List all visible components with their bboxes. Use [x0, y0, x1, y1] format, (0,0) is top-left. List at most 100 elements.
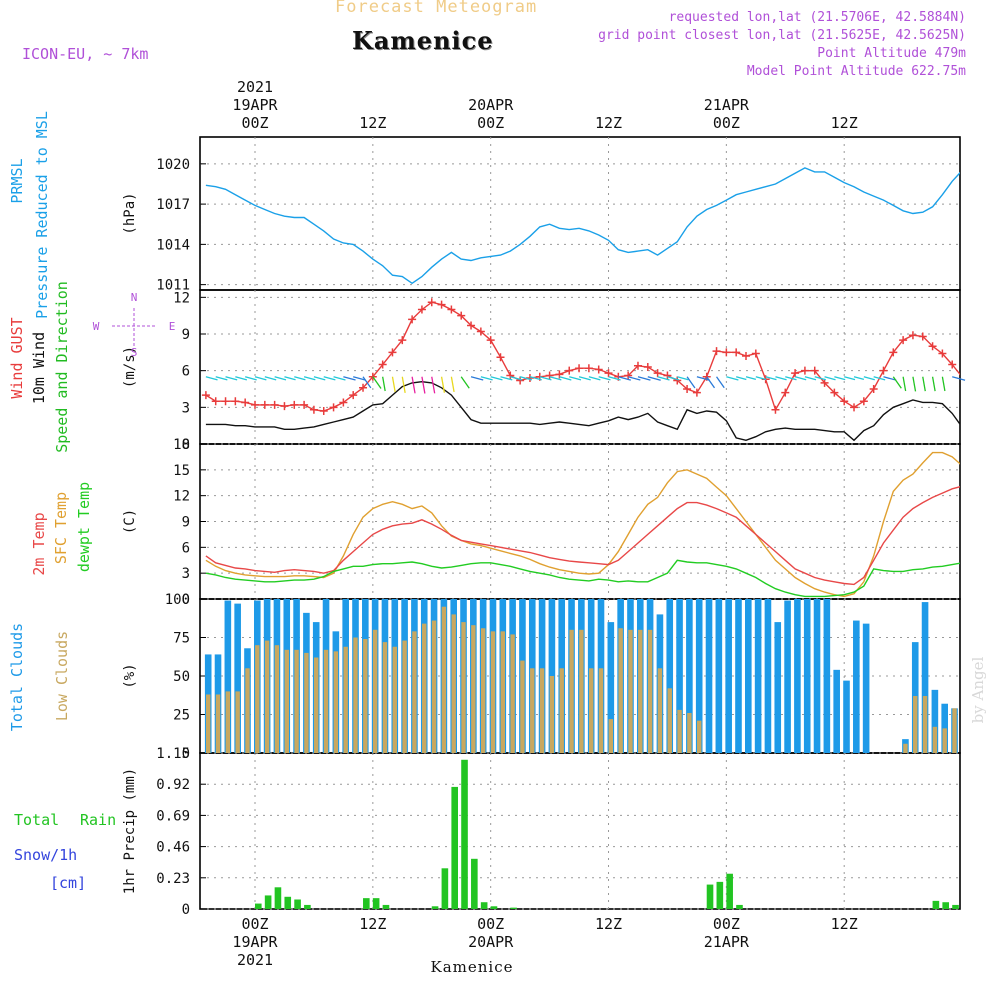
wind-direction-arrow: [401, 376, 406, 394]
gust-marker: [948, 360, 957, 369]
wind-direction-arrow: [892, 376, 902, 389]
gust-marker: [319, 407, 328, 415]
wind-direction-arrow: [549, 376, 562, 381]
wind-direction-arrow: [264, 376, 277, 381]
temp-ytick-label: 3: [182, 566, 190, 582]
precip-bar: [431, 906, 439, 909]
compass-n: N: [131, 291, 138, 304]
low-cloud-bar: [422, 623, 427, 753]
wind-ytick-label: 0: [182, 437, 190, 453]
gust-marker: [830, 388, 839, 397]
gust-marker: [722, 348, 731, 357]
pressure-ytick-label: 1014: [156, 237, 190, 253]
wind-direction-arrow: [284, 376, 296, 381]
total-cloud-bar: [666, 599, 674, 753]
total-cloud-bar: [695, 599, 703, 753]
gust-marker: [820, 378, 829, 387]
pressure-line: [205, 167, 960, 285]
wind-direction-arrow: [313, 376, 326, 381]
precip-bar: [461, 759, 468, 909]
gust-marker: [899, 336, 908, 345]
top-time-label: 12Z: [359, 114, 386, 132]
total-clouds-label: Total Clouds: [8, 623, 26, 731]
gust-marker: [398, 336, 407, 345]
clouds-ytick-label: 100: [165, 592, 190, 608]
precip-ytick-label: 0.92: [156, 777, 190, 793]
low-cloud-bar: [647, 629, 653, 753]
wind-direction-arrow: [804, 376, 817, 381]
precip-bar: [932, 900, 940, 909]
total-cloud-bar: [784, 600, 791, 753]
gust-marker: [732, 348, 741, 357]
precip-bar: [382, 904, 390, 909]
model-label: ICON-EU, ~ 7km: [22, 45, 149, 63]
precip-bar: [284, 896, 292, 909]
gust-marker: [486, 336, 495, 345]
wind-direction-arrow: [294, 376, 306, 381]
gust-marker: [506, 371, 515, 380]
pressure-panel-frame: [199, 136, 961, 291]
low-cloud-bar: [314, 657, 319, 753]
low-cloud-bar: [372, 629, 378, 753]
wind-ytick-label: 3: [182, 400, 190, 416]
low-cloud-bar: [952, 708, 957, 753]
top-time-label: 00Z: [477, 114, 504, 132]
wind-direction-arrow: [450, 376, 455, 393]
gust-marker: [260, 400, 269, 409]
gust-marker: [850, 403, 859, 412]
wind-unit-label: (m/s): [122, 346, 138, 388]
low-cloud-bar: [588, 668, 594, 753]
low-cloud-bar: [353, 637, 358, 753]
sfc-temp-label: SFC Temp: [52, 492, 70, 564]
gust-marker: [476, 327, 485, 336]
precip-bar: [294, 899, 301, 909]
gust-marker: [928, 342, 937, 351]
compass-e: E: [169, 320, 176, 333]
gust-marker: [810, 366, 819, 375]
low-cloud-bar: [235, 691, 240, 753]
total-cloud-bar: [833, 669, 840, 753]
gust-marker: [417, 305, 426, 314]
bottom-time-label: 00Z: [713, 915, 740, 933]
precip-bar: [480, 902, 488, 909]
wind-direction-arrow: [912, 376, 917, 392]
wind-direction-arrow: [539, 376, 552, 381]
precip-bar: [706, 884, 714, 909]
gust-marker: [339, 398, 348, 407]
top-time-label: 19APR: [232, 96, 278, 114]
low-cloud-bar: [471, 625, 476, 753]
gust-marker: [545, 371, 554, 380]
wind-direction-arrow: [755, 376, 767, 381]
gust-marker: [673, 376, 682, 385]
total-cloud-bar: [843, 680, 850, 753]
precip-ytick-label: 1.15: [156, 746, 190, 762]
wind-direction-arrow: [716, 376, 725, 389]
temp-ytick-label: 18: [173, 437, 190, 453]
pressure-ytick-label: 1011: [156, 278, 190, 294]
low-cloud-bar: [245, 668, 250, 753]
precip-bar: [942, 902, 949, 909]
prmsl-label: PRMSL: [8, 158, 26, 203]
bottom-time-label: 12Z: [831, 915, 858, 933]
requested-coords: requested lon,lat (21.5706E, 42.5884N): [668, 10, 966, 25]
wind-direction-arrow: [382, 376, 386, 392]
total-cloud-bar: [715, 599, 723, 753]
total-cloud-bar: [823, 599, 831, 753]
snow-unit-label: [cm]: [50, 874, 86, 892]
gust-marker: [457, 311, 466, 320]
precip-bar: [264, 895, 272, 909]
wind-panel-frame: [199, 289, 961, 445]
compass-w: W: [93, 320, 100, 333]
wind-direction-arrow: [706, 376, 716, 389]
low-cloud-bar: [441, 606, 447, 753]
wind-direction-arrow: [490, 376, 503, 381]
watermark: by Angel: [969, 656, 987, 723]
wind-direction-arrow: [873, 376, 886, 381]
precip-bar: [736, 904, 743, 909]
wind-direction-arrow: [941, 376, 946, 392]
gust-marker: [427, 298, 436, 307]
low-cloud-bar: [304, 652, 309, 753]
gust-line: [205, 301, 960, 412]
low-cloud-bar: [932, 726, 938, 753]
wind-10m-label: 10m Wind: [30, 332, 48, 404]
